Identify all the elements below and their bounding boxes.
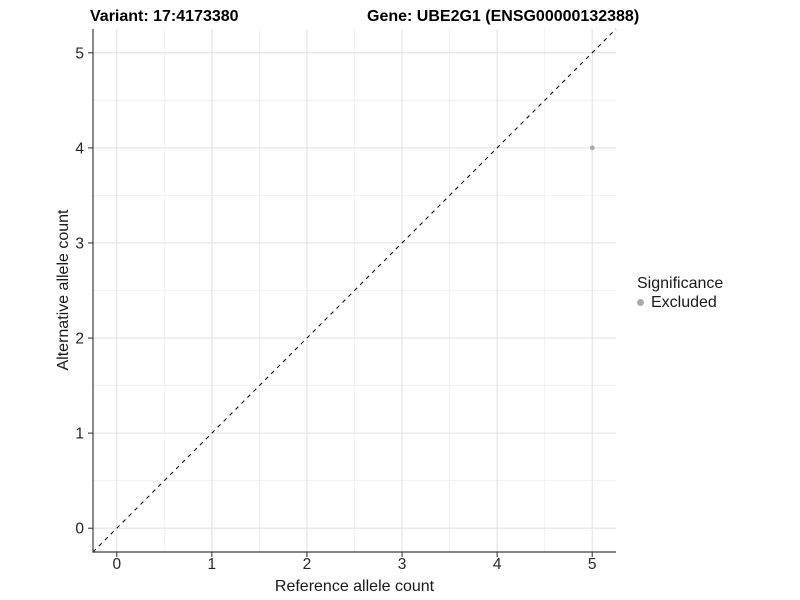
y-tick-label: 2: [75, 331, 84, 348]
legend: Significance Excluded: [637, 274, 723, 312]
legend-key-dot: [637, 299, 644, 306]
y-axis-title: Alternative allele count: [55, 209, 72, 371]
legend-item-label: Excluded: [651, 294, 717, 311]
data-point: [589, 145, 595, 151]
x-tick-label: 5: [588, 556, 597, 573]
plot-title-variant: Variant: 17:4173380: [90, 8, 239, 25]
y-tick-label: 3: [75, 235, 84, 252]
legend-title: Significance: [637, 275, 724, 292]
plot-title-gene: Gene: UBE2G1 (ENSG00000132388): [367, 8, 640, 25]
legend-item-excluded: Excluded: [637, 293, 723, 312]
x-tick-label: 0: [112, 556, 121, 573]
y-tick-label: 1: [75, 426, 84, 443]
x-tick-label: 3: [398, 556, 407, 573]
y-tick-label: 4: [75, 140, 84, 157]
x-tick-label: 1: [208, 556, 217, 573]
x-axis-title: Reference allele count: [274, 578, 435, 595]
y-tick-label: 0: [75, 521, 84, 538]
y-tick-label: 5: [75, 45, 84, 62]
x-tick-label: 4: [493, 556, 502, 573]
x-tick-label: 2: [303, 556, 312, 573]
identity-dashed-line: [92, 28, 617, 553]
